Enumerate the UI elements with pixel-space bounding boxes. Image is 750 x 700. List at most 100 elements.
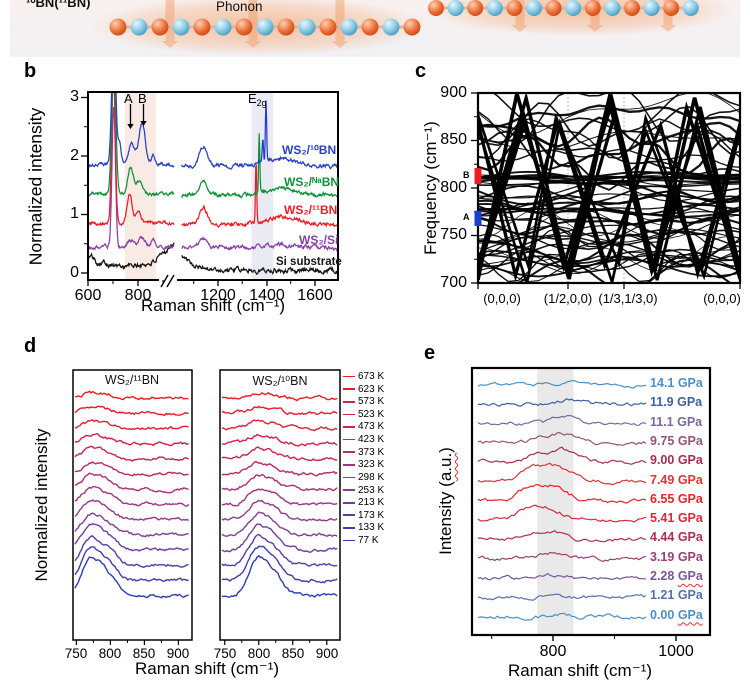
- boron-atom: [428, 0, 444, 16]
- e-xtick-1000: 1000: [658, 643, 694, 660]
- nitrogen-atom: [682, 0, 699, 16]
- temp-curve-173-K: [221, 533, 338, 567]
- e2g-annotation: E2g: [248, 91, 267, 108]
- peak-b-annotation: B: [138, 91, 147, 106]
- temp-curve-423-K: [74, 461, 189, 477]
- highlight-band: [251, 92, 274, 280]
- legend-label: 673 K: [358, 371, 385, 382]
- pressure-curve-6.55-GPa: [477, 483, 647, 504]
- series-label-ws2-si: WS₂/Si: [299, 233, 339, 247]
- pressure-curve-11.1-GPa: [477, 414, 647, 426]
- temp-curve-253-K: [74, 512, 189, 538]
- boron-atom: [545, 0, 562, 16]
- boron-atom: [663, 0, 680, 16]
- pressure-curve-0.00-GPa: [477, 612, 647, 621]
- raman-curve-si-substrate: [88, 242, 338, 276]
- highlight-band: [537, 368, 574, 635]
- nitrogen-atom: [340, 18, 358, 36]
- e-xtick-800: 800: [539, 643, 567, 660]
- legend-label: 323 K: [358, 459, 385, 471]
- pressure-curve-5.41-GPa: [477, 504, 647, 523]
- nitrogen-atom: [486, 0, 503, 16]
- series-label-si-substrate: Si substrate: [276, 256, 342, 268]
- d1-xtick-850: 850: [132, 646, 156, 661]
- legend-swatch: [343, 514, 355, 517]
- pressure-label-6.55-GPa: 6.55 GPa: [650, 491, 703, 506]
- legend-swatch: [343, 388, 355, 390]
- raman-curve-ws-bn: [88, 92, 338, 199]
- boron-atom: [151, 18, 169, 36]
- raman-curve-ws-bn: [88, 92, 338, 229]
- boron-atom: [467, 0, 484, 16]
- boron-atom: [584, 0, 601, 16]
- c-ytick-850: 850: [440, 131, 467, 148]
- temp-curve-473-K: [221, 446, 338, 462]
- legend-label: 573 K: [358, 396, 385, 408]
- mode-marker-a: [474, 210, 482, 226]
- d1-xtick-800: 800: [98, 646, 122, 661]
- pressure-label-9.75-GPa: 9.75 GPa: [650, 433, 703, 448]
- c-ytick-700: 700: [440, 274, 467, 291]
- panel-d-frame: [72, 369, 193, 641]
- legend-label: 213 K: [358, 497, 385, 509]
- nitrogen-atom: [298, 18, 316, 36]
- pressure-label-1.21-GPa: 1.21 GPa: [650, 588, 703, 603]
- boron-atom: [361, 18, 379, 36]
- legend-item-323-K: 323 K: [343, 459, 384, 470]
- temp-curve-323-K: [74, 485, 190, 507]
- pressure-label-5.41-GPa: 5.41 GPa: [650, 511, 703, 526]
- legend-item-423-K: 423 K: [343, 434, 384, 445]
- peak-a-annotation: A: [124, 91, 133, 106]
- temp-curve-173-K: [74, 535, 189, 569]
- pressure-label-11.1-GPa: 11.1 GPa: [650, 414, 703, 429]
- mode-marker-b: [474, 168, 482, 185]
- pressure-curve-14.1-GPa: [477, 379, 647, 389]
- nitrogen-atom: [565, 0, 582, 16]
- temp-curve-77-K: [221, 554, 338, 598]
- panel-e-xlabel: Raman shift (cm⁻¹): [507, 661, 653, 680]
- legend-item-623-K: 623 K: [343, 384, 384, 395]
- panel-d-title-10bn: WS₂/¹⁰BN: [252, 374, 308, 388]
- legend-swatch: [343, 400, 355, 403]
- legend-swatch: [343, 501, 355, 504]
- nitrogen-atom: [172, 18, 190, 36]
- temp-curve-133-K: [221, 545, 338, 584]
- panel-d-chart: [72, 369, 341, 645]
- pressure-label-3.19-GPa: 3.19 GPa: [650, 549, 703, 564]
- b-xtick-1600: 1600: [297, 287, 333, 304]
- legend-item-253-K: 253 K: [343, 485, 384, 496]
- nitrogen-atom: [382, 18, 400, 36]
- legend-item-473-K: 473 K: [343, 421, 384, 432]
- c-xtick-k: (1/3,1/3,0): [598, 291, 658, 306]
- b-xtick-600: 600: [74, 287, 102, 304]
- panel-d-frame: [219, 369, 341, 641]
- legend-swatch: [343, 539, 355, 542]
- panel-letter-c: c: [415, 60, 427, 82]
- temp-curve-623-K: [221, 405, 338, 416]
- d2-xtick-750: 750: [213, 646, 237, 661]
- panel-d-xlabel: Raman shift (cm⁻¹): [134, 659, 280, 678]
- legend-item-133-K: 133 K: [343, 522, 384, 533]
- raman-curve-ws-bn: [88, 92, 338, 170]
- temp-curve-523-K: [74, 432, 189, 447]
- legend-label: 173 K: [358, 509, 385, 521]
- b-xtick-800: 800: [124, 287, 152, 304]
- pressure-label-2.28-GPa: 2.28 GPa: [650, 569, 703, 583]
- atom-chain-left: [109, 18, 421, 36]
- axis-break-icon: [160, 274, 169, 288]
- pressure-label-0.00-GPa: 0.00 GPa: [650, 607, 703, 622]
- legend-item-213-K: 213 K: [343, 497, 384, 508]
- panel-d-title-11bn: WS₂/¹¹BN: [104, 373, 160, 387]
- panel-b-xlabel: Raman shift (cm⁻¹): [140, 296, 286, 315]
- pressure-label-4.44-GPa: 4.44 GPa: [650, 530, 703, 545]
- legend-item-523-K: 523 K: [343, 409, 384, 420]
- temp-curve-373-K: [221, 473, 338, 492]
- legend-swatch: [343, 413, 355, 416]
- highlight-band: [125, 92, 156, 280]
- nitrogen-atom: [256, 18, 274, 36]
- legend-swatch: [343, 426, 355, 428]
- legend-swatch: [343, 375, 355, 378]
- panel-b-frame: [87, 91, 339, 281]
- panel-a-material-label: ¹⁰BN(¹¹BN): [26, 0, 91, 10]
- pressure-curve-7.49-GPa: [477, 462, 647, 486]
